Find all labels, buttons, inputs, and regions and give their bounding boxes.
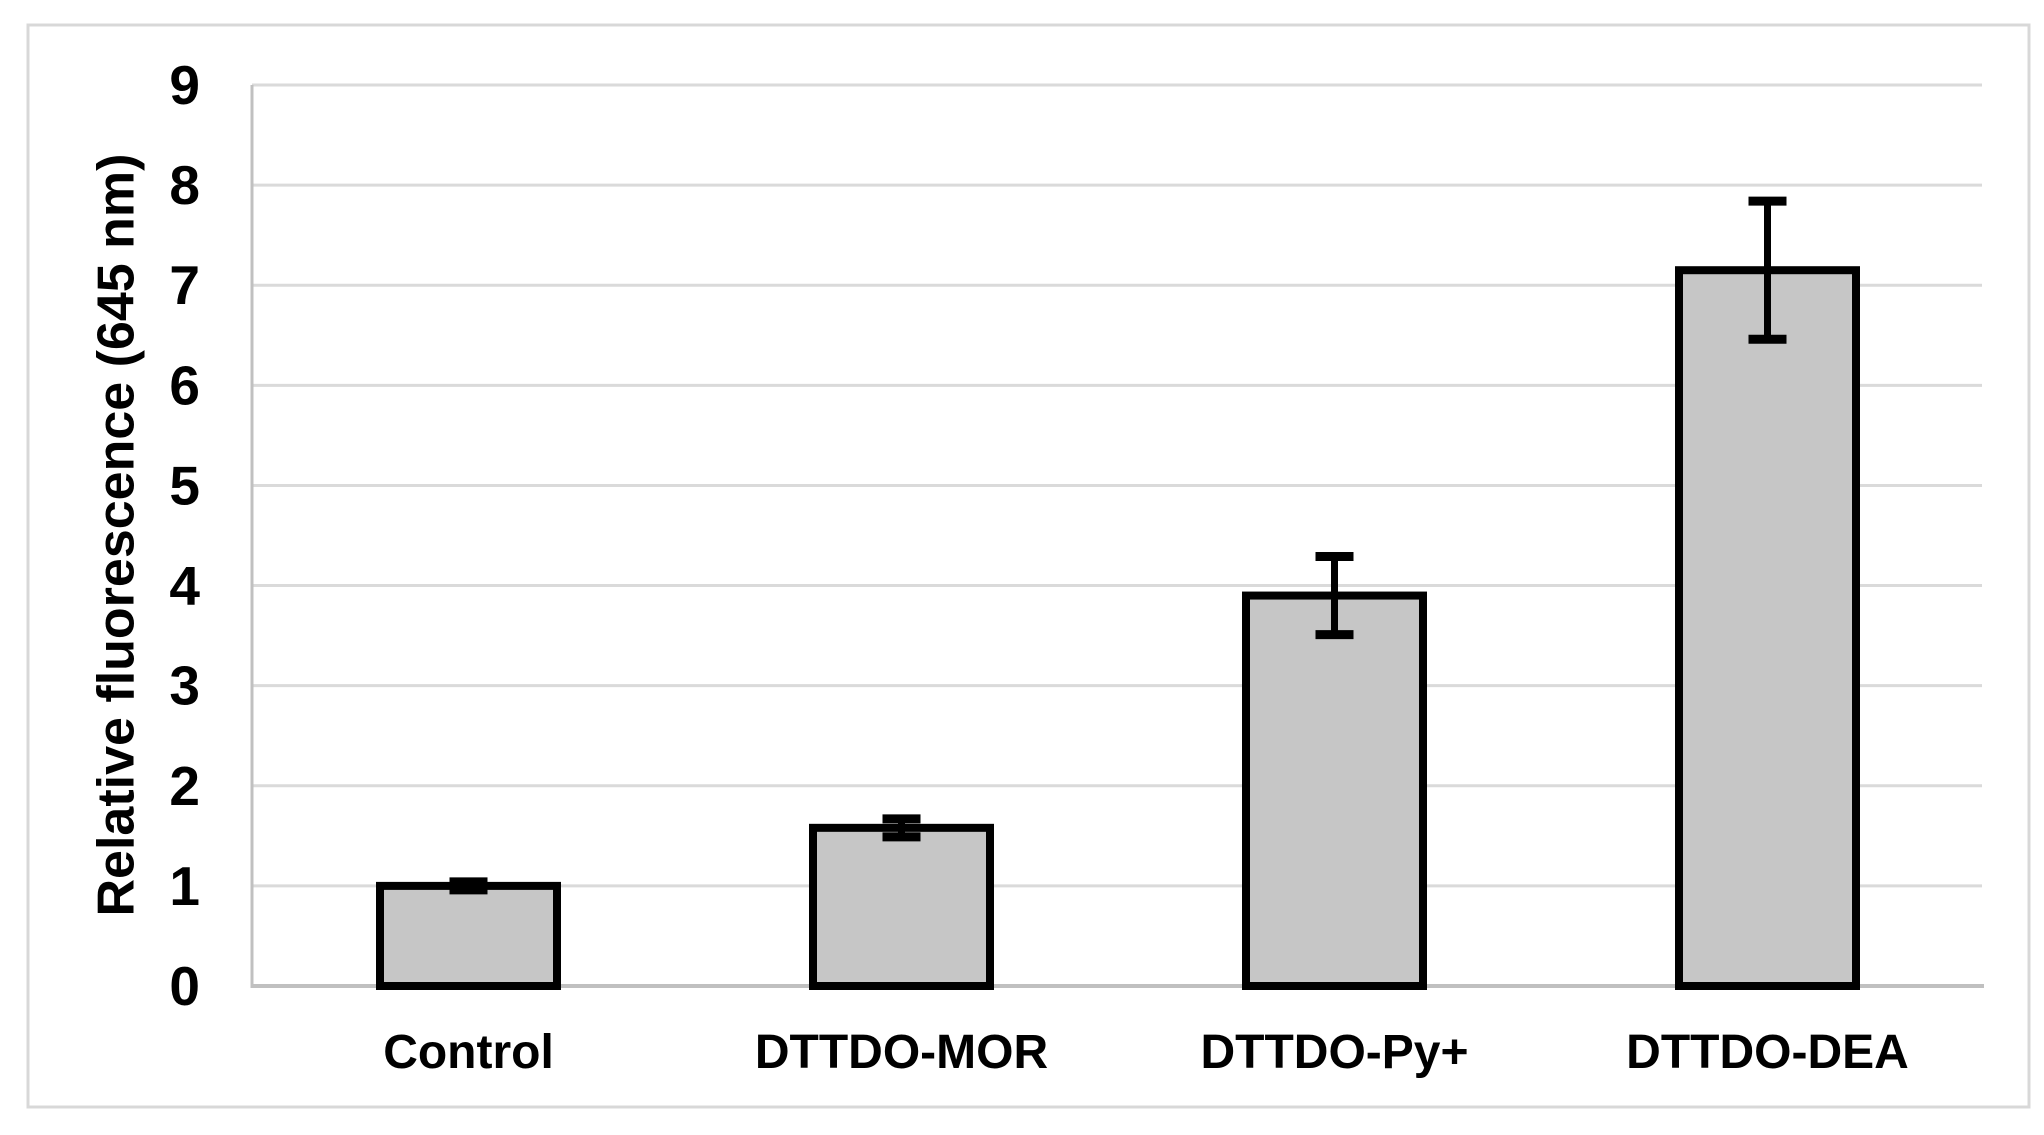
bar [1242, 591, 1427, 990]
x-category-label: DTTDO-Py+ [1200, 1026, 1468, 1079]
y-tick-label: 0 [169, 955, 200, 1017]
y-tick-label: 1 [169, 855, 200, 917]
y-tick-label: 3 [169, 655, 200, 717]
y-tick-labels: 0 1 2 3 4 5 6 7 8 9 [169, 54, 200, 1017]
bar [1675, 266, 1860, 990]
y-tick-label: 9 [169, 54, 200, 116]
x-category-label: DTTDO-MOR [755, 1026, 1048, 1079]
y-tick-label: 6 [169, 354, 200, 416]
x-category-labels: Control DTTDO-MOR DTTDO-Py+ DTTDO-DEA [383, 1026, 1909, 1079]
figure-border [26, 23, 2031, 1109]
x-category-label: Control [383, 1026, 554, 1079]
y-tick-label: 5 [169, 454, 200, 516]
bars [376, 266, 1860, 991]
y-tick-label: 8 [169, 154, 200, 216]
y-tick-label: 4 [169, 555, 200, 617]
y-axis-title: Relative fluorescence (645 nm) [88, 154, 146, 917]
bar [376, 881, 561, 991]
bar [809, 823, 994, 991]
x-category-label: DTTDO-DEA [1626, 1026, 1909, 1079]
y-tick-label: 2 [169, 755, 200, 817]
y-tick-label: 7 [169, 254, 200, 316]
error-bars [449, 196, 1787, 895]
